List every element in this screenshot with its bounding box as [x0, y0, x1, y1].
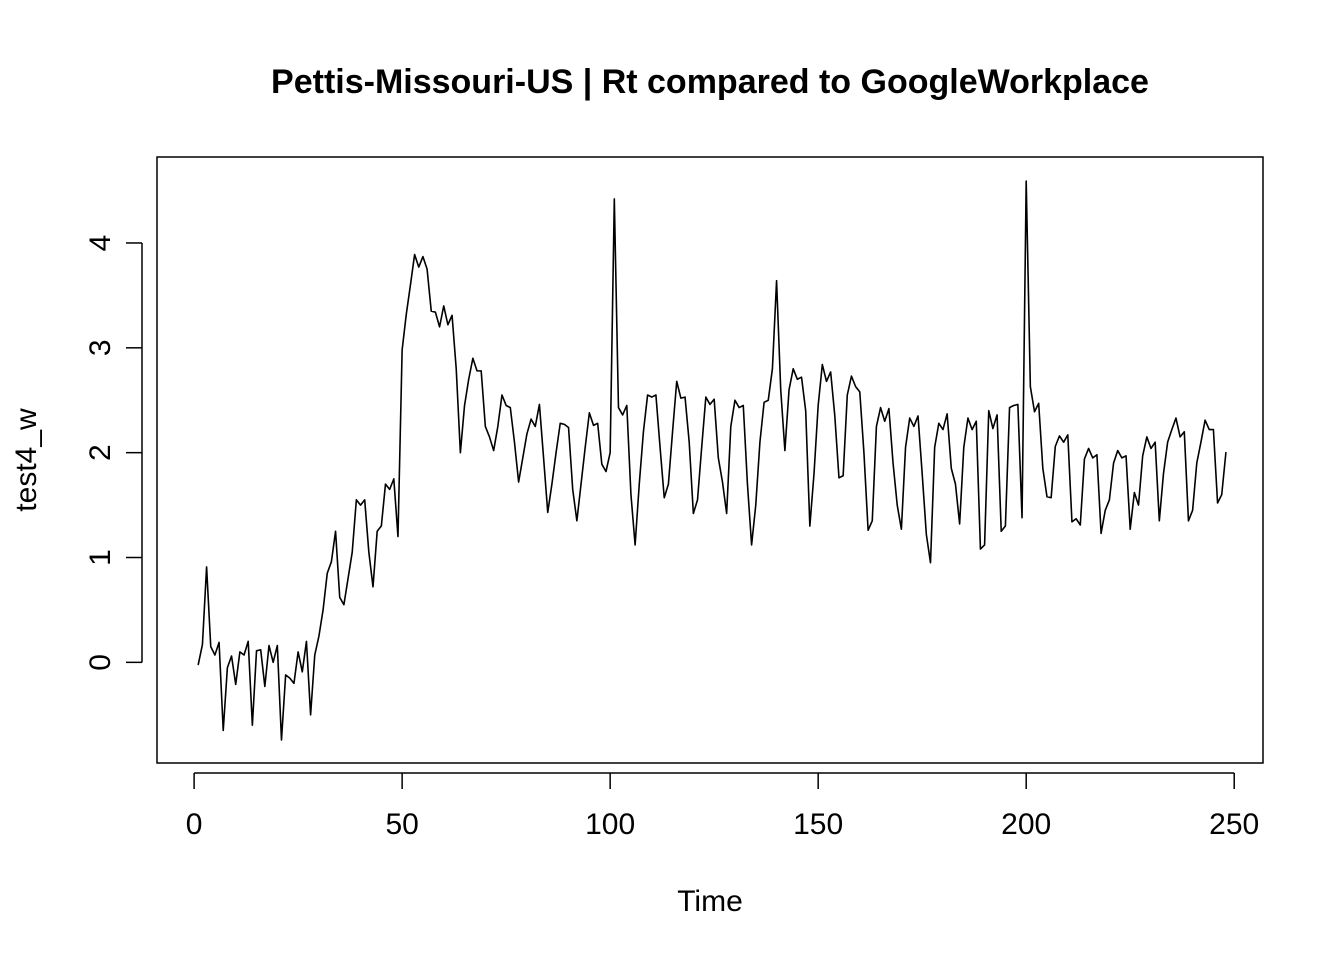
x-tick-label: 250 — [1209, 808, 1259, 841]
x-tick-label: 150 — [793, 808, 843, 841]
y-tick-label: 2 — [84, 444, 117, 461]
y-axis: 0 1 2 3 4 — [84, 235, 143, 671]
x-tick-label: 0 — [186, 808, 203, 841]
x-tick-label: 100 — [585, 808, 635, 841]
series-layer — [197, 180, 1227, 741]
y-tick-label: 1 — [84, 549, 117, 566]
y-tick-label: 0 — [84, 654, 117, 671]
y-tick-label: 3 — [84, 339, 117, 356]
y-tick-label: 4 — [84, 235, 117, 252]
y-axis-label: test4_w — [10, 408, 43, 512]
x-tick-label: 50 — [385, 808, 418, 841]
x-tick-label: 200 — [1001, 808, 1051, 841]
x-axis-label: Time — [677, 885, 743, 918]
x-axis: 0 50 100 150 200 250 — [186, 772, 1259, 841]
chart-title: Pettis-Missouri-US | Rt compared to Goog… — [271, 63, 1149, 101]
plot-box — [156, 156, 1264, 764]
series-line — [197, 180, 1227, 741]
